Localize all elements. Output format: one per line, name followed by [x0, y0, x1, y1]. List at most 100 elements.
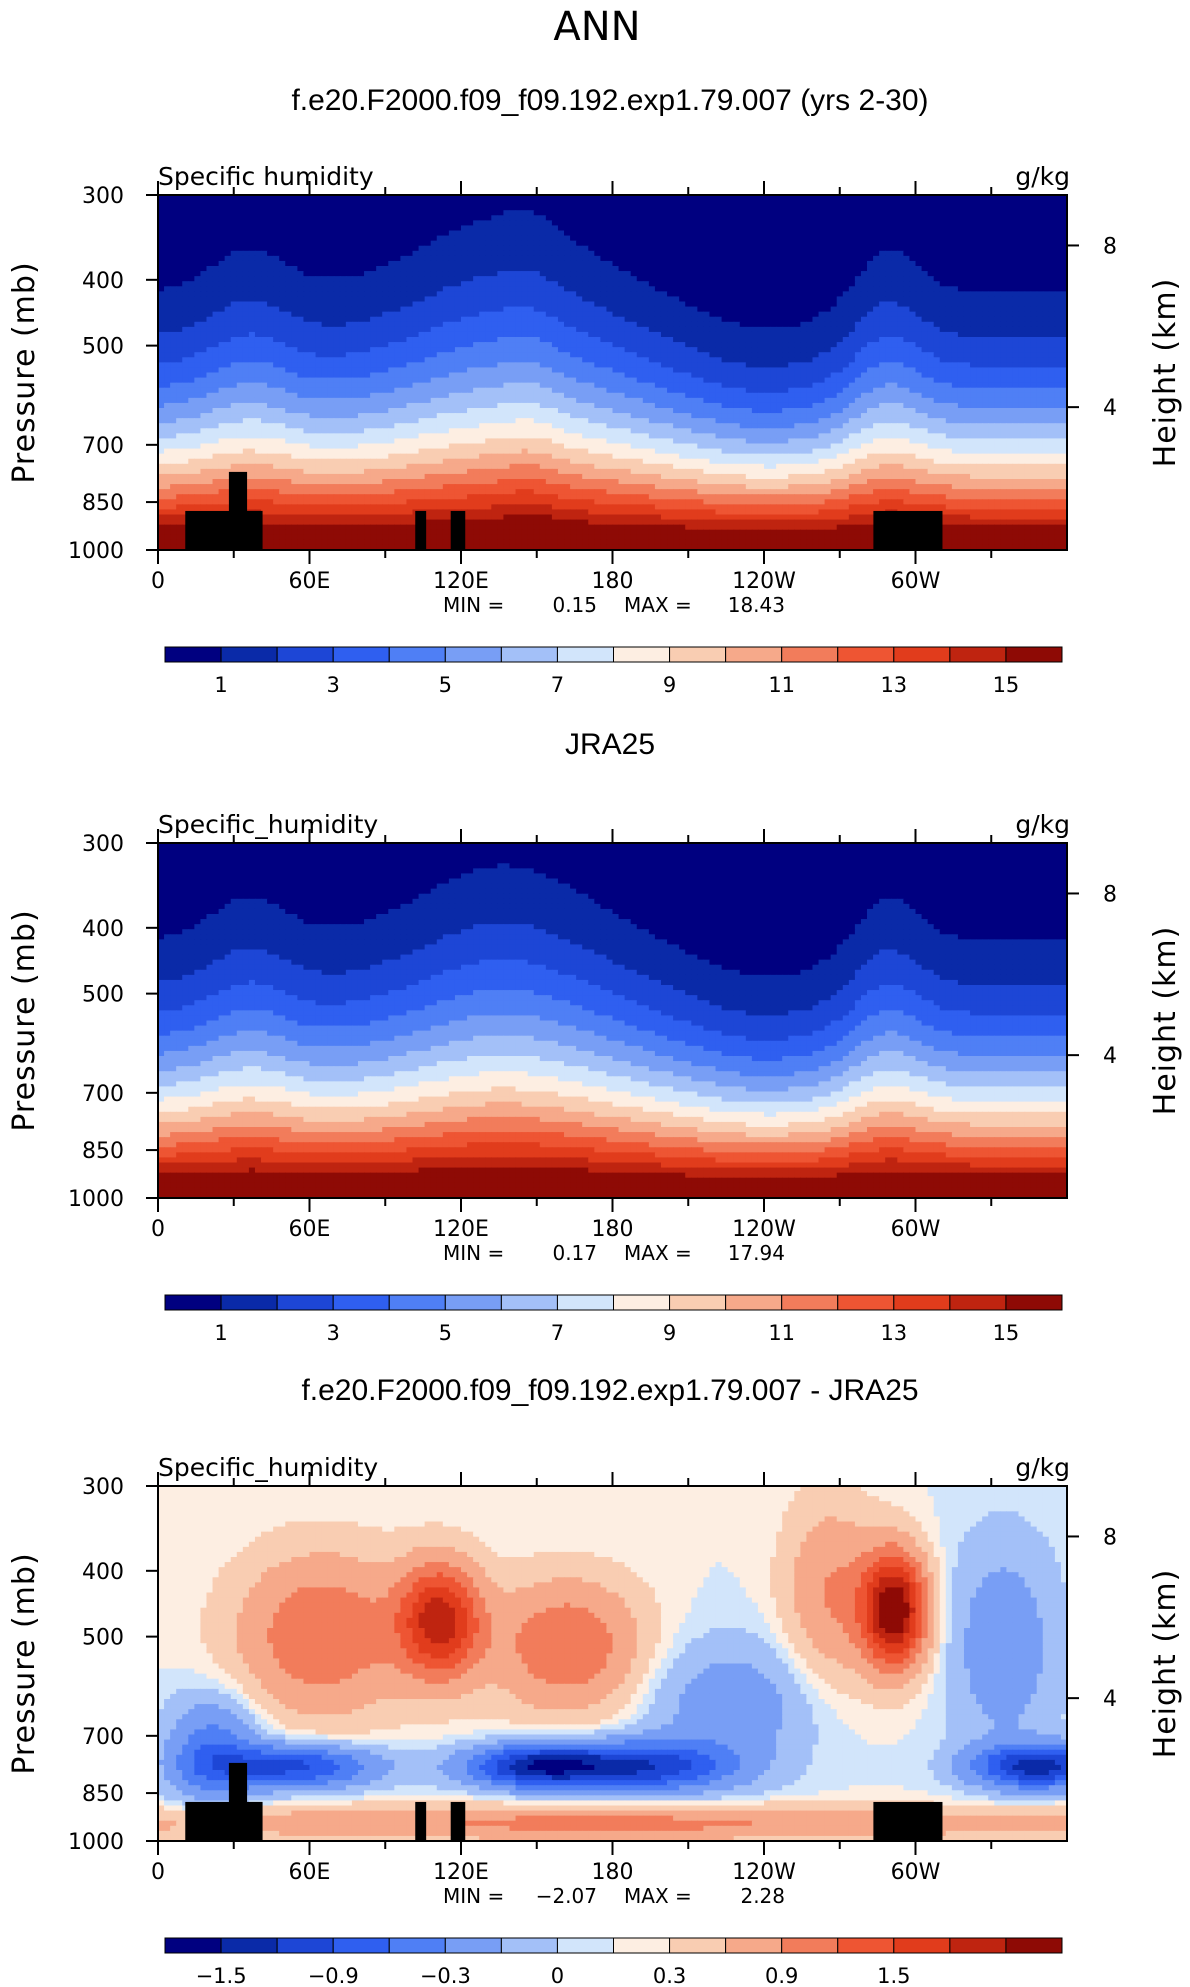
colorbar-cell [220, 646, 278, 663]
x-tick-label: 120E [433, 1217, 489, 1242]
colorbar-cell [500, 1937, 558, 1954]
colorbar-label: 7 [551, 673, 564, 697]
colorbar-cell [669, 646, 727, 663]
topography-block [228, 471, 248, 550]
colorbar-label: −1.5 [196, 1964, 247, 1987]
colorbar-label: −0.9 [308, 1964, 359, 1987]
colorbar-label: 7 [551, 1321, 564, 1345]
y-tick-label: 500 [82, 1626, 124, 1651]
colorbar-label: 5 [439, 1321, 452, 1345]
y-tick-label: 850 [82, 1139, 124, 1164]
y2-tick-label: 4 [1103, 1044, 1117, 1069]
x-tick-label: 120E [433, 1860, 489, 1885]
topography-block [450, 1801, 466, 1841]
max-label: MAX = [624, 1241, 692, 1265]
colorbar-cell [725, 1937, 783, 1954]
y-tick-label: 400 [82, 269, 124, 294]
max-value: 17.94 [728, 1241, 785, 1265]
y-tick-label: 1000 [68, 1187, 124, 1212]
units-label: g/kg [1015, 810, 1070, 839]
y-tick-label: 500 [82, 335, 124, 360]
colorbar-label: 0 [551, 1964, 564, 1987]
colorbar-label: 9 [663, 673, 676, 697]
x-tick-label: 0 [151, 1860, 165, 1885]
colorbar-cell [276, 646, 334, 663]
y-axis-title: Pressure (mb) [7, 1552, 42, 1774]
colorbar-cell [556, 1294, 614, 1311]
topography-mask [185, 471, 943, 550]
colorbar [164, 646, 1063, 663]
y-tick-label: 1000 [68, 1830, 124, 1855]
y-tick-label: 400 [82, 1560, 124, 1585]
x-tick-label: 60E [289, 1860, 331, 1885]
units-label: g/kg [1015, 162, 1070, 191]
x-tick-label: 120W [732, 1217, 796, 1242]
colorbar-cell [725, 1294, 783, 1311]
y-tick-label: 700 [82, 1725, 124, 1750]
y-axis-title: Pressure (mb) [7, 261, 42, 483]
colorbar-label: 13 [880, 1321, 907, 1345]
max-value: 2.28 [740, 1884, 785, 1908]
colorbar-cell [164, 646, 222, 663]
colorbar-label: 0.3 [653, 1964, 686, 1987]
colorbar-cell [556, 1937, 614, 1954]
colorbar-cell [781, 1294, 839, 1311]
variable-label: Specific_humidity [158, 810, 378, 839]
colorbar-cell [613, 1937, 671, 1954]
y2-axis-title: Height (km) [1148, 1569, 1183, 1759]
min-value: 0.15 [552, 593, 597, 617]
colorbar-cell [500, 646, 558, 663]
colorbar-cell [220, 1937, 278, 1954]
topography-block [247, 510, 263, 550]
colorbar-label: 15 [993, 1321, 1020, 1345]
topography-block [228, 1762, 248, 1841]
y-tick-label: 400 [82, 917, 124, 942]
y-tick-label: 500 [82, 983, 124, 1008]
max-value: 18.43 [728, 593, 785, 617]
y-tick-label: 300 [82, 184, 124, 209]
x-tick-label: 0 [151, 569, 165, 594]
colorbar-cell [893, 646, 951, 663]
y-tick-label: 1000 [68, 539, 124, 564]
figure-title-svg: ANN [553, 4, 640, 50]
x-tick-label: 120W [732, 1860, 796, 1885]
colorbar-cell [837, 1294, 895, 1311]
colorbar-cell [949, 646, 1007, 663]
colorbar-label: −0.3 [420, 1964, 471, 1987]
colorbar-cell [332, 1937, 390, 1954]
x-tick-label: 0 [151, 1217, 165, 1242]
colorbar-cell [781, 1937, 839, 1954]
colorbar-cell [388, 1294, 446, 1311]
min-value: −2.07 [536, 1884, 597, 1908]
contour-field [158, 1486, 1068, 1842]
min-label: MIN = [443, 1884, 504, 1908]
topography-mask [185, 1762, 943, 1841]
y2-tick-label: 8 [1103, 882, 1117, 907]
y-tick-label: 700 [82, 434, 124, 459]
y2-tick-label: 8 [1103, 1525, 1117, 1550]
panel-jra25: JRA25 Specific_humidity g/kg 0 60E 120E 180 120… [7, 728, 1183, 1345]
colorbar-cell [388, 646, 446, 663]
y2-tick-label: 4 [1103, 1687, 1117, 1712]
colorbar-cell [893, 1294, 951, 1311]
x-tick-label: 180 [592, 569, 634, 594]
x-tick-label: 60W [891, 569, 941, 594]
x-tick-label: 60E [289, 1217, 331, 1242]
max-label: MAX = [624, 1884, 692, 1908]
colorbar-cell [164, 1937, 222, 1954]
contour-field [158, 843, 1068, 1199]
colorbar-cell [444, 646, 502, 663]
x-tick-label: 60W [891, 1217, 941, 1242]
colorbar-cell [388, 1937, 446, 1954]
min-value: 0.17 [552, 1241, 597, 1265]
units-label: g/kg [1015, 1453, 1070, 1482]
y-tick-label: 850 [82, 1782, 124, 1807]
colorbar-cell [893, 1937, 951, 1954]
colorbar-cell [220, 1294, 278, 1311]
contour-field [158, 195, 1068, 551]
colorbar-cell [276, 1294, 334, 1311]
colorbar-label: 5 [439, 673, 452, 697]
colorbar-cell [332, 646, 390, 663]
colorbar-label: 1 [214, 1321, 227, 1345]
colorbar-cell [1005, 1294, 1063, 1311]
